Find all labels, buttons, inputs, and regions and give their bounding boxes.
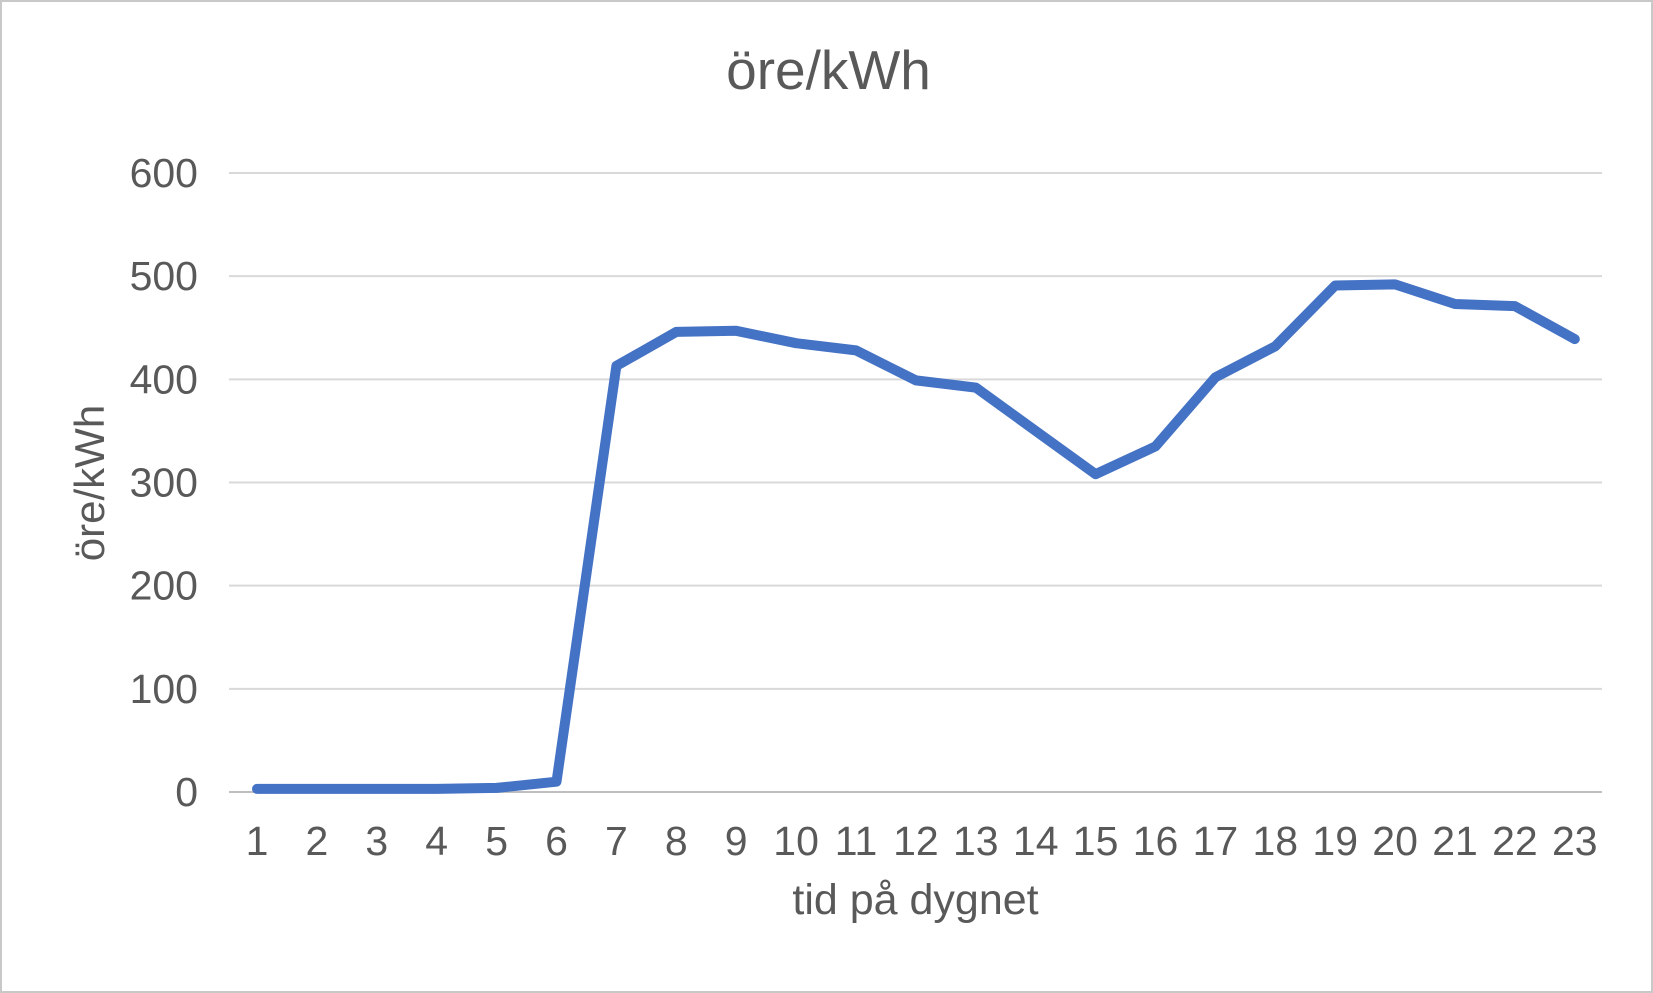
x-axis-title: tid på dygnet bbox=[792, 876, 1039, 924]
x-tick-label: 21 bbox=[1432, 818, 1478, 864]
x-tick-label: 10 bbox=[773, 818, 819, 864]
x-tick-label: 20 bbox=[1372, 818, 1418, 864]
x-tick-label: 15 bbox=[1073, 818, 1119, 864]
x-tick-label: 9 bbox=[725, 818, 748, 864]
x-tick-label: 17 bbox=[1193, 818, 1239, 864]
y-tick-label: 300 bbox=[130, 460, 198, 506]
x-tick-label: 12 bbox=[893, 818, 939, 864]
x-tick-label: 19 bbox=[1312, 818, 1358, 864]
x-tick-label: 2 bbox=[305, 818, 328, 864]
x-tick-label: 1 bbox=[246, 818, 269, 864]
price-line-series bbox=[252, 279, 1580, 794]
y-tick-label: 200 bbox=[130, 563, 198, 609]
x-tick-label: 7 bbox=[605, 818, 628, 864]
x-tick-label: 4 bbox=[425, 818, 448, 864]
y-tick-label: 500 bbox=[130, 253, 198, 299]
y-tick-label: 600 bbox=[130, 150, 198, 196]
x-tick-label: 18 bbox=[1252, 818, 1298, 864]
x-tick-label: 6 bbox=[545, 818, 568, 864]
x-tick-label: 23 bbox=[1552, 818, 1598, 864]
x-tick-label: 11 bbox=[835, 818, 878, 864]
x-tick-label: 22 bbox=[1492, 818, 1538, 864]
x-tick-label: 14 bbox=[1013, 818, 1059, 864]
x-tick-label: 3 bbox=[365, 818, 388, 864]
y-tick-label: 400 bbox=[130, 356, 198, 402]
y-tick-label: 0 bbox=[175, 769, 198, 815]
x-tick-label: 16 bbox=[1133, 818, 1179, 864]
y-tick-label: 100 bbox=[130, 666, 198, 712]
x-tick-label: 8 bbox=[665, 818, 688, 864]
x-tick-label: 13 bbox=[953, 818, 999, 864]
chart-title: öre/kWh bbox=[726, 39, 931, 101]
x-tick-label: 5 bbox=[485, 818, 508, 864]
